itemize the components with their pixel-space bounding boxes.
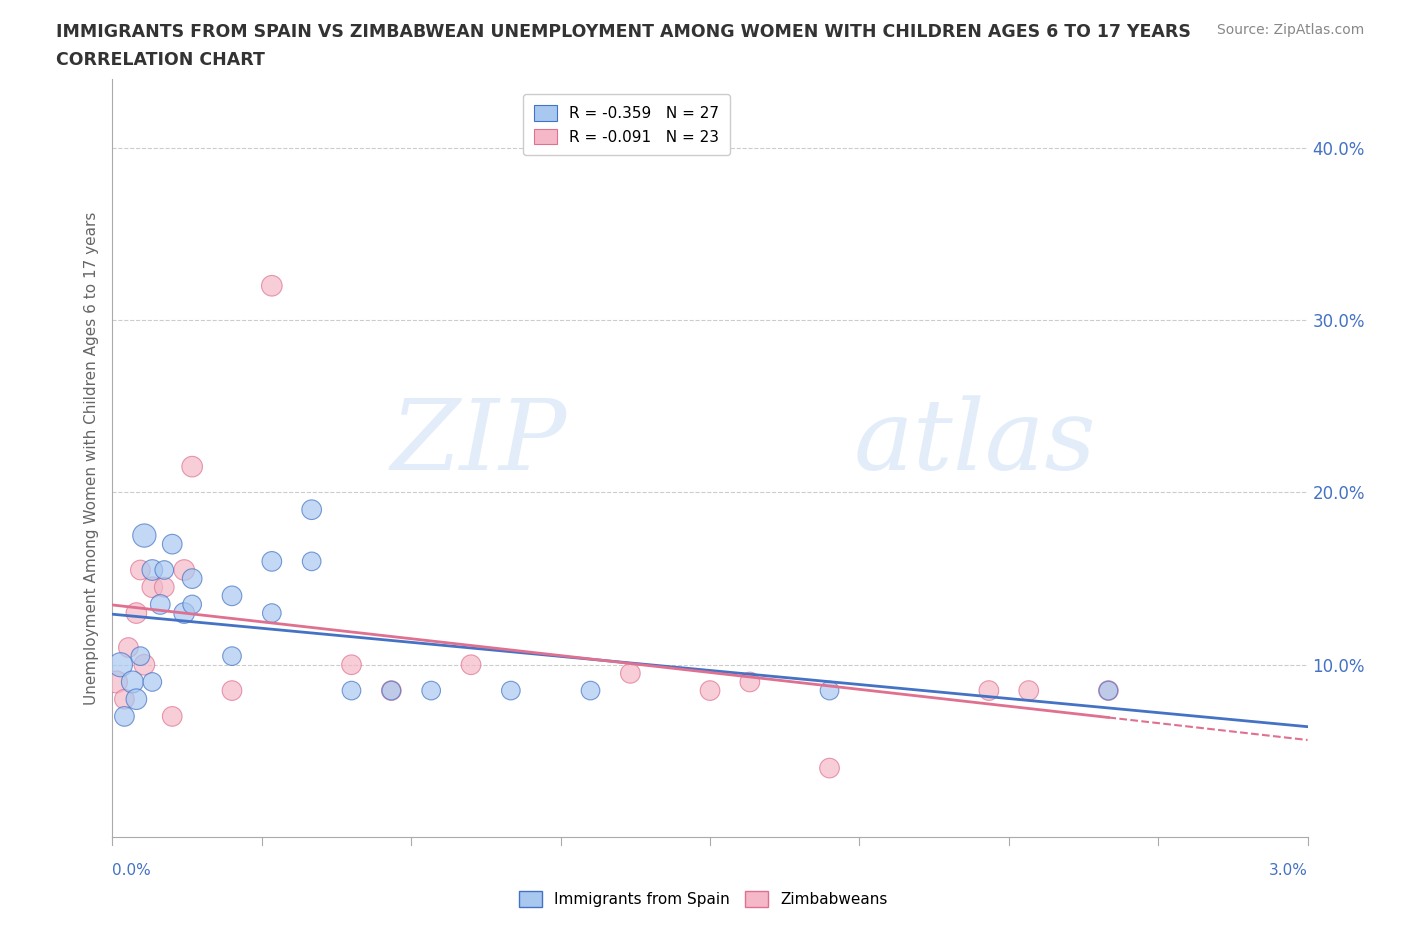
Legend: Immigrants from Spain, Zimbabweans: Immigrants from Spain, Zimbabweans: [513, 884, 893, 913]
Text: Source: ZipAtlas.com: Source: ZipAtlas.com: [1216, 23, 1364, 37]
Point: [117, 640, 139, 655]
Point: [173, 605, 195, 620]
Text: 3.0%: 3.0%: [1268, 863, 1308, 878]
Point: [1097, 684, 1119, 698]
Point: [301, 554, 323, 569]
Text: ZIP: ZIP: [391, 395, 567, 490]
Point: [153, 579, 176, 594]
Point: [141, 579, 163, 594]
Point: [380, 684, 402, 698]
Point: [105, 674, 128, 689]
Point: [125, 692, 148, 707]
Point: [818, 761, 841, 776]
Point: [121, 674, 143, 689]
Point: [149, 597, 172, 612]
Point: [134, 528, 156, 543]
Y-axis label: Unemployment Among Women with Children Ages 6 to 17 years: Unemployment Among Women with Children A…: [83, 211, 98, 705]
Point: [699, 684, 721, 698]
Point: [181, 597, 204, 612]
Point: [110, 658, 132, 672]
Text: atlas: atlas: [853, 395, 1097, 490]
Legend: R = -0.359   N = 27, R = -0.091   N = 23: R = -0.359 N = 27, R = -0.091 N = 23: [523, 94, 730, 155]
Point: [1018, 684, 1040, 698]
Point: [460, 658, 482, 672]
Point: [221, 649, 243, 664]
Point: [162, 537, 183, 551]
Point: [153, 563, 176, 578]
Point: [340, 658, 363, 672]
Point: [141, 563, 163, 578]
Point: [181, 571, 204, 586]
Point: [340, 684, 363, 698]
Point: [260, 605, 283, 620]
Point: [114, 692, 135, 707]
Point: [221, 589, 243, 604]
Point: [141, 674, 163, 689]
Point: [1097, 684, 1119, 698]
Point: [260, 554, 283, 569]
Point: [114, 709, 135, 724]
Point: [260, 278, 283, 293]
Text: 0.0%: 0.0%: [112, 863, 152, 878]
Point: [420, 684, 443, 698]
Point: [134, 658, 156, 672]
Point: [173, 563, 195, 578]
Point: [977, 684, 1000, 698]
Point: [129, 563, 152, 578]
Point: [221, 684, 243, 698]
Point: [738, 674, 761, 689]
Point: [499, 684, 522, 698]
Point: [129, 649, 152, 664]
Point: [162, 709, 183, 724]
Point: [181, 459, 204, 474]
Point: [380, 684, 402, 698]
Point: [125, 605, 148, 620]
Point: [579, 684, 602, 698]
Text: CORRELATION CHART: CORRELATION CHART: [56, 51, 266, 69]
Text: IMMIGRANTS FROM SPAIN VS ZIMBABWEAN UNEMPLOYMENT AMONG WOMEN WITH CHILDREN AGES : IMMIGRANTS FROM SPAIN VS ZIMBABWEAN UNEM…: [56, 23, 1191, 41]
Point: [619, 666, 641, 681]
Point: [818, 684, 841, 698]
Point: [301, 502, 323, 517]
